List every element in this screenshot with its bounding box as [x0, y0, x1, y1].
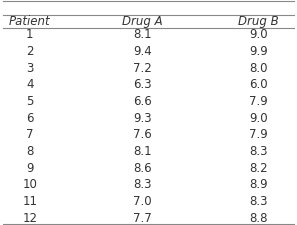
Text: 7.2: 7.2	[133, 62, 152, 75]
Text: Drug A: Drug A	[122, 15, 163, 28]
Text: 9.0: 9.0	[249, 112, 268, 125]
Text: 7.0: 7.0	[133, 195, 152, 208]
Text: 8.1: 8.1	[133, 145, 152, 158]
Text: 8.9: 8.9	[249, 178, 268, 191]
Text: 6.0: 6.0	[249, 78, 268, 91]
Text: 1: 1	[26, 28, 34, 41]
Text: 2: 2	[26, 45, 34, 58]
Text: 8.3: 8.3	[249, 145, 268, 158]
Text: 8.1: 8.1	[133, 28, 152, 41]
Text: 8.3: 8.3	[133, 178, 152, 191]
Text: 5: 5	[26, 95, 33, 108]
Text: 6.3: 6.3	[133, 78, 152, 91]
Text: 8.6: 8.6	[133, 162, 152, 175]
Text: Drug B: Drug B	[238, 15, 279, 28]
Text: 7.9: 7.9	[249, 128, 268, 141]
Text: 8.8: 8.8	[249, 212, 268, 225]
Text: 7.7: 7.7	[133, 212, 152, 225]
Text: 3: 3	[26, 62, 33, 75]
Text: 9.9: 9.9	[249, 45, 268, 58]
Text: 8: 8	[26, 145, 33, 158]
Text: Patient: Patient	[9, 15, 50, 28]
Text: 9.4: 9.4	[133, 45, 152, 58]
Text: 6: 6	[26, 112, 34, 125]
Text: 9.3: 9.3	[133, 112, 152, 125]
Text: 12: 12	[22, 212, 37, 225]
Text: 9: 9	[26, 162, 34, 175]
Text: 7.6: 7.6	[133, 128, 152, 141]
Text: 9.0: 9.0	[249, 28, 268, 41]
Text: 8.3: 8.3	[249, 195, 268, 208]
Text: 7.9: 7.9	[249, 95, 268, 108]
Text: 11: 11	[22, 195, 37, 208]
Text: 8.0: 8.0	[249, 62, 268, 75]
Text: 10: 10	[22, 178, 37, 191]
Text: 4: 4	[26, 78, 34, 91]
Text: 7: 7	[26, 128, 34, 141]
Text: 6.6: 6.6	[133, 95, 152, 108]
Text: 8.2: 8.2	[249, 162, 268, 175]
